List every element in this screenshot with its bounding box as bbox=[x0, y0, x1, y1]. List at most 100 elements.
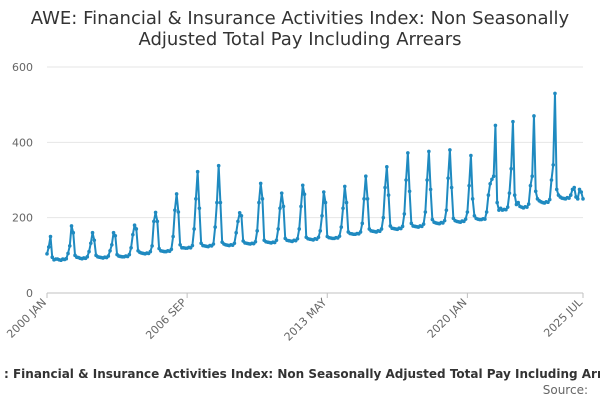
data-point[interactable] bbox=[48, 234, 53, 239]
data-point[interactable] bbox=[488, 181, 492, 186]
data-point[interactable] bbox=[46, 245, 51, 249]
data-point[interactable] bbox=[428, 187, 433, 192]
data-point[interactable] bbox=[213, 225, 217, 229]
data-point[interactable] bbox=[364, 174, 368, 179]
data-point[interactable] bbox=[279, 191, 284, 195]
data-point[interactable] bbox=[253, 239, 258, 244]
data-point[interactable] bbox=[400, 224, 405, 229]
data-point[interactable] bbox=[406, 151, 410, 155]
data-point[interactable] bbox=[134, 227, 139, 231]
data-point[interactable] bbox=[467, 183, 471, 188]
data-point[interactable] bbox=[85, 255, 90, 259]
data-point[interactable] bbox=[404, 178, 408, 182]
data-point[interactable] bbox=[385, 165, 389, 169]
data-point[interactable] bbox=[448, 148, 452, 152]
data-point[interactable] bbox=[339, 225, 344, 229]
data-point[interactable] bbox=[67, 244, 72, 248]
data-point[interactable] bbox=[575, 197, 580, 201]
data-point[interactable] bbox=[87, 249, 91, 254]
data-point[interactable] bbox=[190, 243, 195, 248]
data-point[interactable] bbox=[192, 227, 196, 231]
data-point[interactable] bbox=[281, 204, 286, 209]
data-point[interactable] bbox=[427, 149, 431, 154]
data-point[interactable] bbox=[360, 221, 365, 226]
data-point[interactable] bbox=[425, 178, 429, 182]
data-point[interactable] bbox=[532, 114, 536, 118]
data-point[interactable] bbox=[402, 212, 407, 216]
data-point[interactable] bbox=[581, 197, 585, 201]
data-point[interactable] bbox=[446, 176, 450, 180]
data-point[interactable] bbox=[318, 229, 323, 233]
data-point[interactable] bbox=[178, 242, 182, 247]
data-point[interactable] bbox=[528, 183, 533, 188]
data-point[interactable] bbox=[108, 249, 112, 253]
data-point[interactable] bbox=[386, 193, 391, 197]
data-point[interactable] bbox=[337, 234, 342, 238]
data-point[interactable] bbox=[132, 223, 137, 227]
data-point[interactable] bbox=[472, 213, 477, 218]
data-point[interactable] bbox=[90, 230, 95, 235]
data-point[interactable] bbox=[465, 210, 470, 214]
data-point[interactable] bbox=[516, 200, 520, 205]
data-point[interactable] bbox=[232, 241, 237, 246]
data-point[interactable] bbox=[257, 200, 261, 205]
data-point[interactable] bbox=[444, 208, 449, 212]
data-point[interactable] bbox=[547, 197, 552, 202]
data-point[interactable] bbox=[553, 91, 557, 96]
data-point[interactable] bbox=[470, 197, 475, 201]
data-point[interactable] bbox=[483, 217, 487, 221]
data-point[interactable] bbox=[300, 183, 305, 188]
data-point[interactable] bbox=[171, 234, 175, 239]
data-point[interactable] bbox=[295, 236, 300, 241]
data-point[interactable] bbox=[463, 217, 468, 221]
data-point[interactable] bbox=[554, 187, 559, 192]
data-point[interactable] bbox=[549, 178, 554, 182]
data-point[interactable] bbox=[111, 230, 116, 235]
data-point[interactable] bbox=[255, 229, 259, 233]
data-point[interactable] bbox=[493, 123, 498, 128]
data-point[interactable] bbox=[234, 230, 238, 235]
data-point[interactable] bbox=[131, 232, 135, 237]
data-point[interactable] bbox=[260, 197, 265, 201]
data-point[interactable] bbox=[486, 193, 491, 197]
data-point[interactable] bbox=[321, 190, 326, 194]
data-point[interactable] bbox=[567, 196, 571, 200]
data-point[interactable] bbox=[236, 219, 240, 224]
data-point[interactable] bbox=[504, 207, 508, 212]
data-point[interactable] bbox=[195, 169, 200, 174]
data-point[interactable] bbox=[176, 210, 181, 214]
data-point[interactable] bbox=[469, 153, 473, 158]
data-point[interactable] bbox=[383, 185, 387, 190]
data-point[interactable] bbox=[495, 200, 499, 205]
data-point[interactable] bbox=[239, 213, 244, 218]
data-point[interactable] bbox=[579, 190, 584, 194]
legend[interactable]: : Financial & Insurance Activities Index… bbox=[4, 367, 600, 381]
data-point[interactable] bbox=[505, 205, 510, 209]
data-point[interactable] bbox=[509, 166, 513, 171]
data-point[interactable] bbox=[449, 185, 454, 190]
data-point[interactable] bbox=[484, 210, 489, 214]
data-point[interactable] bbox=[276, 227, 281, 231]
data-point[interactable] bbox=[278, 206, 282, 211]
data-point[interactable] bbox=[572, 185, 577, 190]
data-point[interactable] bbox=[379, 227, 384, 231]
data-point[interactable] bbox=[88, 241, 93, 246]
data-point[interactable] bbox=[442, 218, 447, 223]
data-point[interactable] bbox=[323, 200, 328, 205]
data-point[interactable] bbox=[381, 215, 386, 220]
data-point[interactable] bbox=[66, 251, 70, 256]
data-point[interactable] bbox=[546, 200, 550, 205]
data-point[interactable] bbox=[153, 210, 158, 215]
data-point[interactable] bbox=[358, 230, 363, 234]
data-point[interactable] bbox=[110, 242, 114, 247]
data-point[interactable] bbox=[551, 163, 556, 167]
data-point[interactable] bbox=[155, 219, 160, 224]
data-point[interactable] bbox=[106, 254, 111, 258]
data-point[interactable] bbox=[50, 255, 55, 260]
data-point[interactable] bbox=[365, 197, 370, 201]
data-point[interactable] bbox=[320, 213, 324, 218]
data-point[interactable] bbox=[194, 197, 198, 201]
data-point[interactable] bbox=[507, 191, 512, 195]
data-point[interactable] bbox=[64, 256, 69, 261]
data-point[interactable] bbox=[258, 181, 263, 186]
